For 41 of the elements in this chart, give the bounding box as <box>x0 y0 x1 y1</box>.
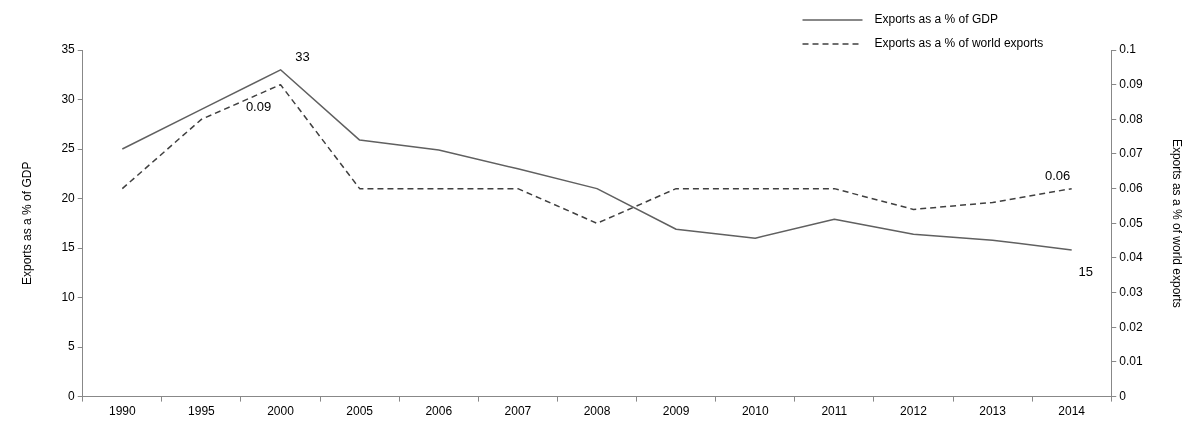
y2-tick-label: 0 <box>1119 388 1127 403</box>
x-tick-label: 2014 <box>1058 404 1086 419</box>
y-tick-label: 5 <box>68 339 76 354</box>
y-tick-label: 20 <box>61 190 76 205</box>
x-tick-label: 1995 <box>188 404 216 419</box>
x-tick-label: 2012 <box>900 404 928 419</box>
data-label: 0.09 <box>245 98 272 114</box>
x-tick-label: 2005 <box>346 404 374 419</box>
y2-axis-title: Exports as a % of world exports <box>1170 138 1185 308</box>
x-tick-label: 2008 <box>583 404 611 419</box>
y2-tick-label: 0.06 <box>1119 180 1143 195</box>
x-tick-label: 2009 <box>662 404 690 419</box>
y2-tick-label: 0.1 <box>1119 42 1137 57</box>
y2-tick-label: 0.01 <box>1119 354 1143 369</box>
legend-label: Exports as a % of world exports <box>874 36 1044 51</box>
y-tick-label: 0 <box>68 388 76 403</box>
x-tick-label: 2007 <box>504 404 532 419</box>
y2-tick-label: 0.03 <box>1119 284 1143 299</box>
y2-tick-label: 0.08 <box>1119 111 1143 126</box>
x-tick-label: 2013 <box>979 404 1007 419</box>
data-label: 0.06 <box>1045 167 1071 183</box>
x-tick-label: 2006 <box>425 404 453 419</box>
x-tick-label: 2000 <box>267 404 295 419</box>
y2-tick-label: 0.05 <box>1119 215 1143 230</box>
y2-tick-label: 0.02 <box>1119 319 1143 334</box>
y-tick-label: 15 <box>61 240 76 255</box>
data-label: 33 <box>295 48 310 64</box>
y2-tick-label: 0.07 <box>1119 146 1143 161</box>
data-label: 15 <box>1078 264 1093 280</box>
y-tick-label: 25 <box>61 141 76 156</box>
x-tick-label: 2010 <box>741 404 769 419</box>
y-tick-label: 35 <box>61 42 76 57</box>
y2-tick-label: 0.09 <box>1119 76 1143 91</box>
y-axis-title: Exports as a % of GDP <box>19 161 34 285</box>
y-tick-label: 10 <box>61 289 76 304</box>
line-series <box>121 83 1073 225</box>
x-tick-label: 1990 <box>108 404 136 419</box>
x-tick-label: 2011 <box>821 404 848 419</box>
y-tick-label: 30 <box>61 91 76 106</box>
y2-tick-label: 0.04 <box>1119 250 1143 265</box>
legend-label: Exports as a % of GDP <box>874 12 998 27</box>
